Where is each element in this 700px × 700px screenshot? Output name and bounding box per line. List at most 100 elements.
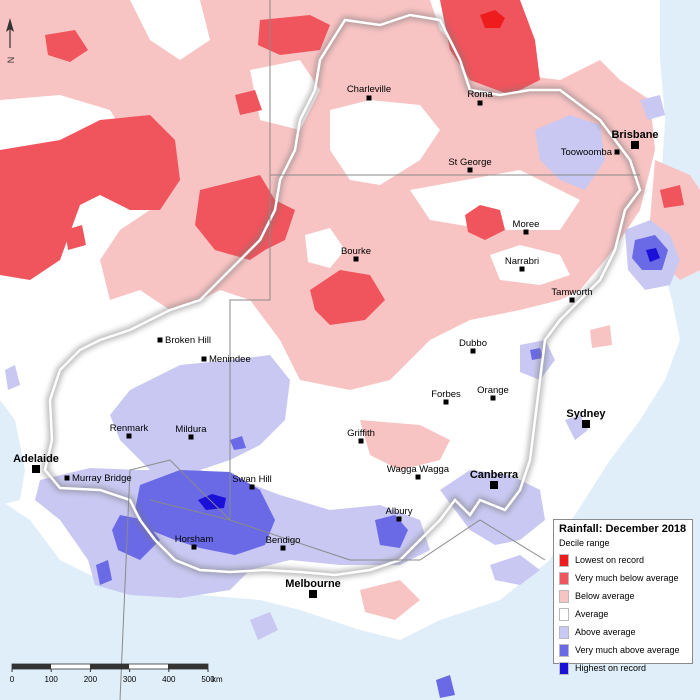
city-label: Narrabri [505, 256, 539, 267]
region-above-average [535, 115, 605, 190]
city-dot [467, 167, 473, 173]
region-average [490, 245, 570, 285]
city-label: Roma [467, 89, 493, 100]
city-marker: Wagga Wagga [387, 464, 450, 480]
city-dot [490, 395, 496, 401]
city-label: Moree [513, 219, 540, 230]
city-label: Toowoomba [561, 147, 613, 158]
city-dot [32, 465, 40, 473]
legend-label: Very much below average [575, 573, 679, 583]
city-label: Broken Hill [165, 335, 211, 346]
region-very-much-below [65, 225, 86, 250]
city-label: Horsham [175, 534, 214, 545]
city-label: Menindee [209, 354, 251, 365]
city-label: Adelaide [13, 453, 59, 465]
region-average [330, 100, 440, 185]
legend-item: Very much below average [559, 569, 687, 587]
legend-item: Below average [559, 587, 687, 605]
basin-boundary [41, 11, 644, 579]
city-dot [353, 256, 359, 262]
city-marker: Sydney [566, 408, 606, 428]
city-label: Dubbo [459, 338, 487, 349]
region-very-much-below [310, 270, 385, 325]
city-label: Forbes [431, 389, 461, 400]
city-dot [470, 348, 476, 354]
city-label: Wagga Wagga [387, 464, 450, 475]
city-label: Renmark [110, 423, 149, 434]
legend-item: Average [559, 605, 687, 623]
region-average [560, 0, 630, 50]
region-above-average [640, 95, 665, 120]
city-dot [188, 434, 194, 440]
city-marker: Renmark [110, 423, 149, 439]
legend-swatch [559, 571, 569, 585]
city-dot [358, 438, 364, 444]
city-label: Swan Hill [232, 474, 272, 485]
region-very-much-above [375, 515, 408, 548]
scale-tick-label: 300 [123, 675, 137, 684]
legend-swatch [559, 607, 569, 621]
region-very-much-below [45, 30, 88, 62]
city-marker: Horsham [175, 534, 214, 550]
city-marker: Narrabri [505, 256, 539, 272]
legend-swatch [559, 589, 569, 603]
city-label: Tamworth [551, 287, 592, 298]
scale-tick-label: 100 [45, 675, 59, 684]
legend-item: Above average [559, 623, 687, 641]
city-label: Melbourne [285, 578, 341, 590]
city-dot [249, 484, 255, 490]
region-very-much-above [230, 436, 246, 450]
legend-swatch [559, 661, 569, 675]
scale-tick-label: 200 [84, 675, 98, 684]
scale-bar: 0 100 200 300 400 500 km [10, 663, 223, 684]
city-dot [366, 95, 372, 101]
region-very-much-above [135, 470, 275, 555]
city-marker: Bendigo [266, 535, 300, 551]
city-marker: Menindee [201, 354, 251, 365]
city-marker: Toowoomba [561, 147, 620, 158]
city-dot [443, 399, 449, 405]
legend-item: Very much above average [559, 641, 687, 659]
city-label: Mildura [175, 424, 207, 435]
city-marker: Melbourne [285, 578, 341, 598]
city-marker: Roma [467, 89, 493, 106]
city-dot [614, 149, 620, 155]
region-above-average [5, 365, 20, 390]
city-dot [477, 100, 483, 106]
legend-item: Lowest on record [559, 551, 687, 569]
north-arrow-icon: N [6, 18, 16, 64]
region-very-much-below [465, 205, 505, 240]
region-below-average [590, 325, 612, 348]
city-marker: Dubbo [459, 338, 487, 354]
map-legend: Rainfall: December 2018 Decile range Low… [553, 519, 693, 675]
region-highest-on-record [646, 248, 660, 262]
city-dot [631, 141, 639, 149]
city-label: Charleville [347, 84, 391, 95]
city-label: Griffith [347, 428, 375, 439]
city-marker: Canberra [470, 469, 519, 489]
legend-label: Average [575, 609, 609, 619]
scale-tick-label: 0 [10, 675, 15, 684]
city-dot [191, 544, 197, 550]
city-label: Albury [386, 506, 413, 517]
city-dot [519, 266, 525, 272]
city-marker: Forbes [431, 389, 461, 405]
region-very-much-below [258, 15, 330, 55]
legend-label: Above average [575, 627, 636, 637]
city-dot [523, 229, 529, 235]
region-very-much-below [235, 90, 262, 115]
city-dot [569, 297, 575, 303]
city-label: Orange [477, 385, 509, 396]
city-dot [396, 516, 402, 522]
city-marker: Albury [386, 506, 413, 522]
city-marker: Tamworth [551, 287, 593, 303]
region-average [305, 228, 345, 268]
legend-title: Rainfall: December 2018 [559, 523, 687, 535]
scale-unit: km [212, 675, 223, 684]
north-label: N [6, 57, 16, 64]
legend-swatch [559, 625, 569, 639]
city-marker: Murray Bridge [64, 473, 132, 484]
city-dot [126, 433, 132, 439]
